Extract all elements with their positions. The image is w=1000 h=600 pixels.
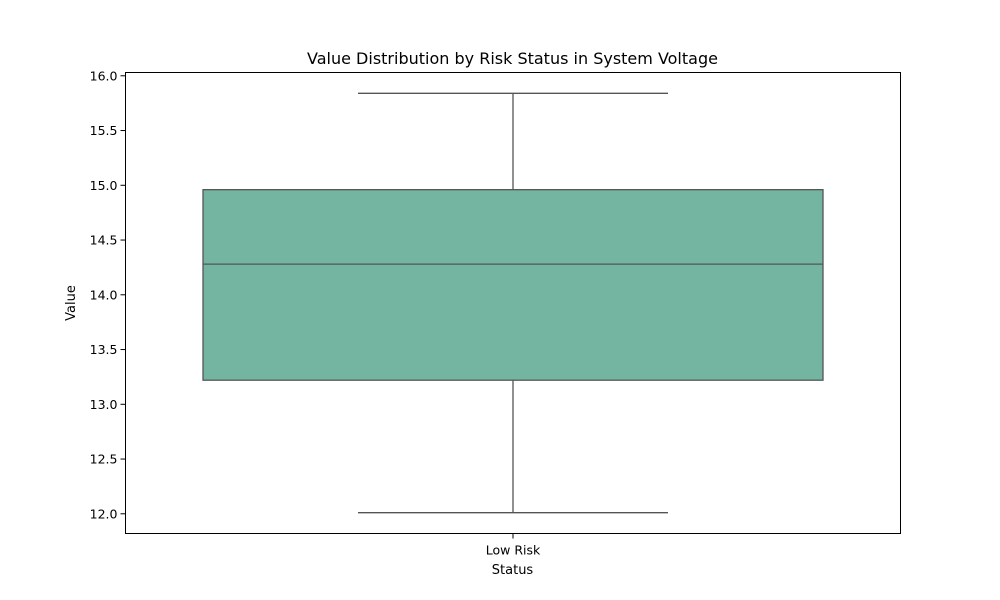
- y-tick-label: 12.5: [90, 452, 118, 467]
- y-tick-label: 16.0: [90, 68, 118, 83]
- y-tick-label: 12.0: [90, 506, 118, 521]
- chart-title: Value Distribution by Risk Status in Sys…: [307, 49, 718, 68]
- y-tick-label: 14.0: [90, 287, 118, 302]
- y-tick-label: 15.0: [90, 178, 118, 193]
- y-tick-label: 14.5: [90, 233, 118, 248]
- x-tick-label: Low Risk: [486, 543, 541, 558]
- plot-area: [202, 92, 824, 514]
- y-tick-label: 13.0: [90, 397, 118, 412]
- x-axis: Low Risk: [486, 533, 541, 558]
- x-axis-label: Status: [492, 563, 534, 578]
- y-axis: 12.0 12.5 13.0 13.5 14.0 14.5 15.0 15.5 16.0: [90, 68, 126, 521]
- y-tick-label: 15.5: [90, 123, 118, 138]
- y-axis-label: Value: [64, 285, 79, 321]
- y-tick-label: 13.5: [90, 342, 118, 357]
- box-iqr: [202, 189, 824, 381]
